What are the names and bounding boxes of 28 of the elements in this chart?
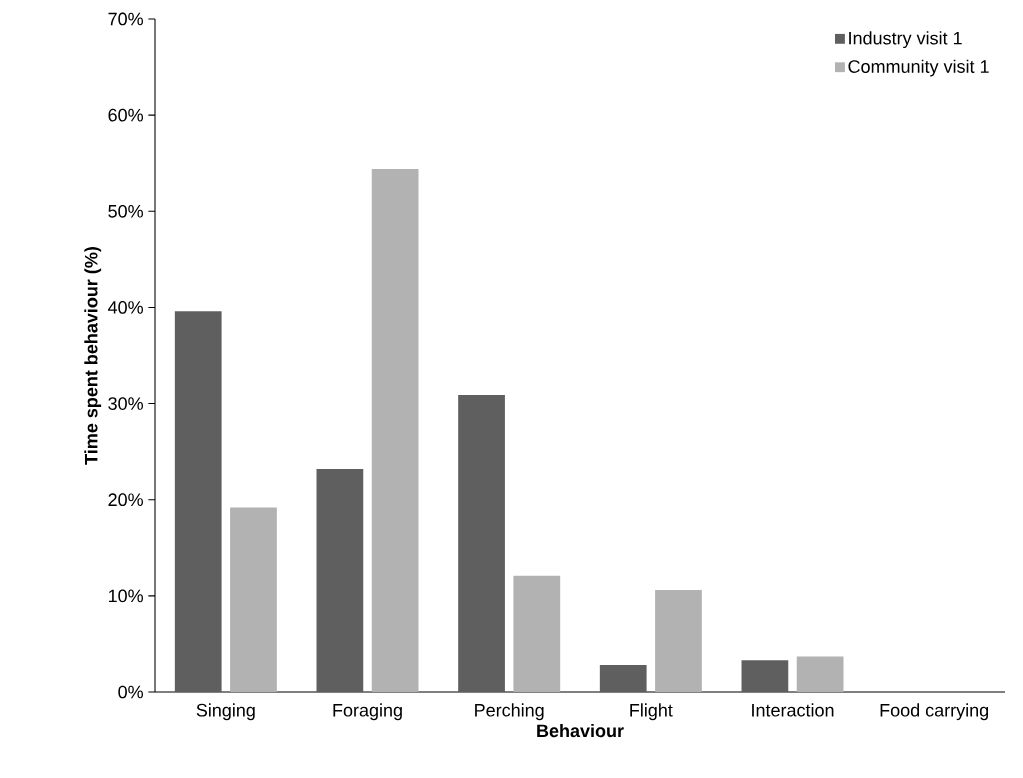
- x-axis-title: Behaviour: [537, 723, 624, 738]
- bar: [599, 665, 647, 692]
- y-tick-label: 70%: [108, 12, 143, 26]
- x-tick-label: Perching: [475, 703, 544, 721]
- y-tick-label: 10%: [108, 589, 143, 603]
- bar: [741, 660, 789, 692]
- bar: [174, 311, 222, 692]
- bar: [230, 507, 277, 692]
- y-tick-label: 40%: [108, 301, 143, 314]
- legend-label: Community visit 1: [848, 59, 989, 77]
- x-tick-label: Foraging: [333, 703, 402, 721]
- bar: [655, 590, 702, 692]
- legend-label: Industry visit 1: [849, 31, 962, 49]
- bar: [513, 575, 561, 692]
- x-tick-label: Flight: [630, 703, 673, 721]
- bar: [796, 656, 844, 692]
- y-tick-label: 20%: [108, 493, 143, 507]
- x-tick-label: Interaction: [752, 703, 834, 717]
- y-tick-label: 60%: [108, 108, 143, 122]
- y-tick-label: 0%: [118, 685, 143, 699]
- x-tick-label: Singing: [196, 703, 255, 721]
- y-tick-label: 50%: [108, 204, 143, 218]
- x-tick-label: Food carrying: [880, 703, 989, 721]
- y-tick-label: 30%: [108, 397, 143, 410]
- bar: [371, 168, 419, 692]
- bar: [458, 394, 505, 692]
- bar: [316, 468, 364, 692]
- y-axis-title: Time spent behaviour (%): [84, 247, 102, 465]
